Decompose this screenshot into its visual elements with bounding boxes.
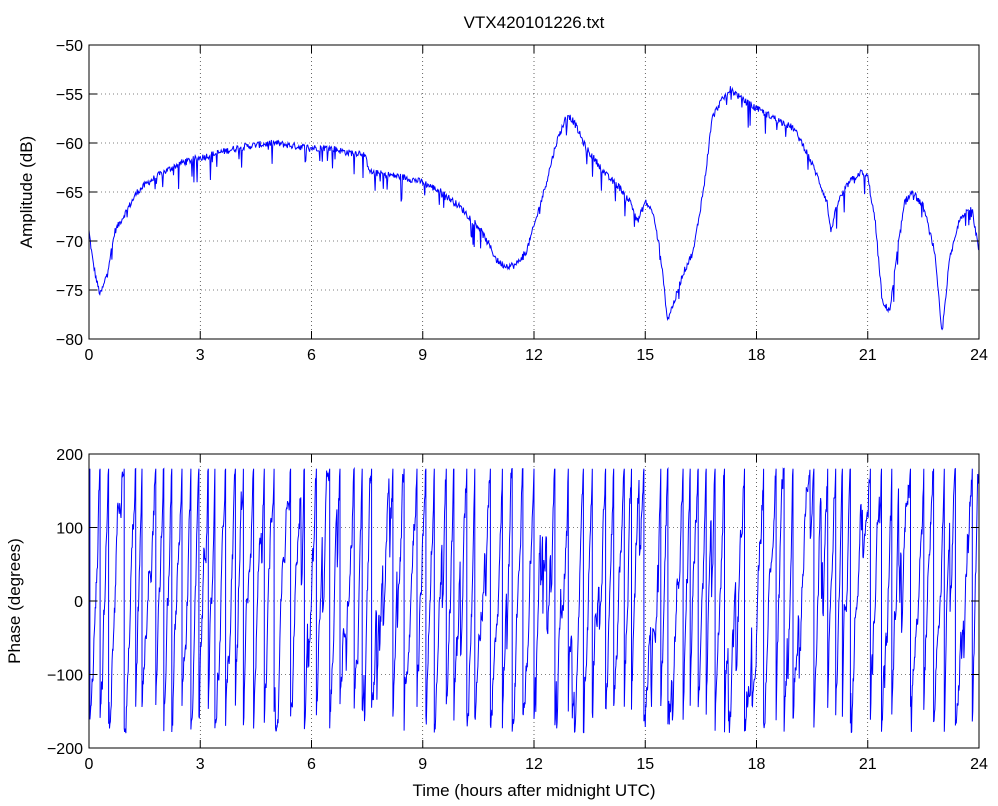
x-tick-label: 12 xyxy=(525,756,543,773)
x-tick-label: 6 xyxy=(307,756,316,773)
x-tick-label: 18 xyxy=(748,756,766,773)
x-tick-label: 12 xyxy=(525,347,543,364)
x-tick-label: 3 xyxy=(196,756,205,773)
y-tick-label: −55 xyxy=(56,87,83,104)
y-tick-label: −60 xyxy=(56,136,83,153)
phase-axes: 0 3 6 9 12 15 18 21 24 −200 −100 0 100 200 Phase (degr… xyxy=(5,447,988,800)
x-tick-label: 0 xyxy=(85,347,94,364)
x-tick-label: 15 xyxy=(636,347,654,364)
y-tick-label: −65 xyxy=(56,185,83,202)
y-tick-label: −100 xyxy=(47,668,83,685)
y-axis-label: Phase (degrees) xyxy=(5,538,24,664)
y-tick-label: −80 xyxy=(56,332,83,349)
x-tick-label: 21 xyxy=(859,347,877,364)
x-tick-label: 21 xyxy=(859,756,877,773)
y-axis-label: Amplitude (dB) xyxy=(17,136,36,248)
x-tick-label: 3 xyxy=(196,347,205,364)
x-tick-label: 6 xyxy=(307,347,316,364)
data-series-line xyxy=(88,86,980,331)
y-tick-label: 0 xyxy=(74,594,83,611)
x-axis-label: Time (hours after midnight UTC) xyxy=(412,781,655,800)
y-tick-label: 200 xyxy=(56,447,83,464)
y-tick-label: −75 xyxy=(56,283,83,300)
y-tick-label: −70 xyxy=(56,234,83,251)
x-tick-label: 24 xyxy=(970,347,988,364)
x-tick-label: 9 xyxy=(418,347,427,364)
data-series-line xyxy=(88,466,980,734)
y-tick-label: −200 xyxy=(47,741,83,758)
x-tick-label: 18 xyxy=(748,347,766,364)
amplitude-axes: 0 3 6 9 12 15 18 21 24 −80 −75 −70 −65 −60 −55 −50 Ampli… xyxy=(17,38,988,364)
x-tick-label: 15 xyxy=(636,756,654,773)
x-tick-label: 0 xyxy=(85,756,94,773)
chart-title: VTX420101226.txt xyxy=(464,13,605,32)
x-tick-label: 24 xyxy=(970,756,988,773)
y-tick-label: −50 xyxy=(56,38,83,55)
x-tick-label: 9 xyxy=(418,756,427,773)
y-tick-label: 100 xyxy=(56,521,83,538)
